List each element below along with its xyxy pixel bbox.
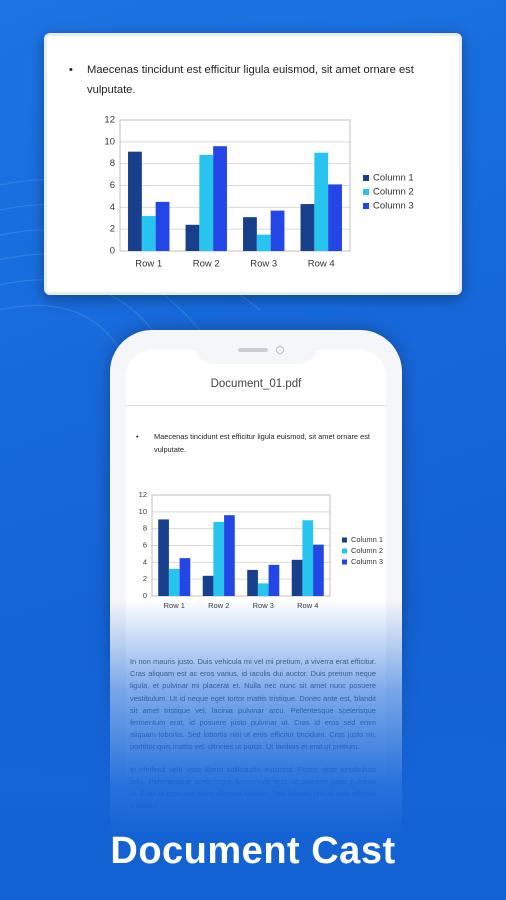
file-name: Document_01.pdf <box>210 378 302 390</box>
legend-swatch <box>342 537 347 543</box>
y-tick-label: 6 <box>143 540 147 549</box>
y-tick-label: 2 <box>110 224 115 235</box>
document-card: Maecenas tincidunt est efficitur ligula … <box>44 33 462 295</box>
bar <box>291 559 303 596</box>
legend-label: Column 2 <box>351 546 383 555</box>
x-tick-label: Row 1 <box>164 601 185 610</box>
y-tick-label: 2 <box>143 574 147 583</box>
x-tick-label: Row 1 <box>135 259 162 270</box>
legend-swatch <box>363 203 369 209</box>
bar <box>199 154 214 251</box>
x-tick-label: Row 3 <box>250 259 277 270</box>
camera <box>276 346 284 354</box>
y-tick-label: 12 <box>104 115 115 126</box>
bar <box>179 558 191 596</box>
x-tick-label: Row 2 <box>208 601 229 610</box>
bar <box>158 519 169 596</box>
bullet-text: Maecenas tincidunt est efficitur ligula … <box>136 430 380 456</box>
y-tick-label: 10 <box>139 507 147 516</box>
bar <box>256 234 271 251</box>
bar <box>328 184 342 251</box>
bar <box>185 224 200 251</box>
legend-swatch <box>342 559 347 565</box>
y-tick-label: 8 <box>143 524 147 533</box>
y-tick-label: 4 <box>110 202 115 213</box>
x-tick-label: Row 3 <box>253 601 274 610</box>
x-tick-label: Row 4 <box>297 601 318 610</box>
caption: Document Cast <box>110 830 396 872</box>
phone-screen: Document_01.pdf Maecenas tincidunt est e… <box>126 350 386 900</box>
legend-label: Column 1 <box>351 535 383 544</box>
y-tick-label: 0 <box>143 591 147 600</box>
legend-label: Column 3 <box>351 557 383 566</box>
speaker <box>238 348 268 352</box>
plot-border <box>151 494 331 597</box>
body-text: In non mauris justo. Duis vehicula mi ve… <box>130 656 376 822</box>
bullet-text: Maecenas tincidunt est efficitur ligula … <box>69 60 439 100</box>
bar <box>257 583 269 596</box>
legend-swatch <box>342 548 347 554</box>
bar <box>314 152 329 251</box>
y-tick-label: 4 <box>143 557 147 566</box>
bar <box>243 217 257 251</box>
y-tick-label: 10 <box>104 136 115 147</box>
bar <box>213 521 225 596</box>
plot-border <box>119 119 351 252</box>
x-tick-label: Row 4 <box>308 259 335 270</box>
bar <box>313 544 324 596</box>
bar-chart: 0 2 4 6 8 10 12 Row 1 Row 2 Row 3 Row 4 Column 1 Col… <box>139 490 383 610</box>
bar <box>247 569 258 596</box>
bar <box>202 575 214 596</box>
bar <box>128 151 142 251</box>
legend-label: Column 3 <box>373 201 414 212</box>
bar <box>213 146 227 251</box>
paragraph: In non mauris justo. Duis vehicula mi ve… <box>130 657 376 752</box>
bar <box>141 216 156 251</box>
phone-frame: Document_01.pdf Maecenas tincidunt est e… <box>110 330 402 900</box>
legend-label: Column 2 <box>373 187 414 198</box>
legend-label: Column 1 <box>373 173 414 184</box>
bar <box>302 520 314 596</box>
y-tick-label: 6 <box>110 180 115 191</box>
x-tick-label: Row 2 <box>193 259 220 270</box>
legend-swatch <box>363 175 369 181</box>
paragraph: In eleifend velit vitae libero sollicitu… <box>130 764 376 811</box>
bar <box>155 201 170 251</box>
separator <box>126 405 386 406</box>
bar <box>224 515 235 596</box>
y-tick-label: 8 <box>110 158 115 169</box>
bar <box>268 564 280 596</box>
bar <box>270 210 285 251</box>
y-tick-label: 0 <box>110 246 115 257</box>
bar-chart: 0 2 4 6 8 10 12 Row 1 Row 2 Row 3 Row 4 Column 1 Col… <box>104 115 414 270</box>
legend-swatch <box>363 189 369 195</box>
bar <box>168 569 180 596</box>
y-tick-label: 12 <box>139 490 147 499</box>
bar <box>300 204 315 251</box>
notch <box>194 330 318 364</box>
